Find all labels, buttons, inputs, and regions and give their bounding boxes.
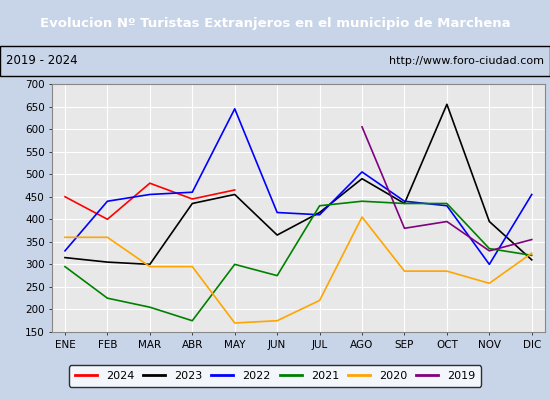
Text: http://www.foro-ciudad.com: http://www.foro-ciudad.com <box>389 56 544 66</box>
2021 <box>189 318 196 323</box>
2019 <box>359 124 365 129</box>
2020 <box>232 320 238 325</box>
2020 <box>401 269 408 274</box>
2021 <box>104 296 111 300</box>
2023 <box>104 260 111 264</box>
2022 <box>401 199 408 204</box>
2023 <box>62 255 68 260</box>
Line: 2021: 2021 <box>65 201 532 321</box>
2022 <box>359 170 365 174</box>
2024 <box>104 217 111 222</box>
2022 <box>316 212 323 217</box>
2020 <box>444 269 450 274</box>
2021 <box>529 253 535 258</box>
2022 <box>62 248 68 253</box>
2022 <box>104 199 111 204</box>
2022 <box>529 192 535 197</box>
Line: 2022: 2022 <box>65 109 532 264</box>
2019 <box>529 237 535 242</box>
2020 <box>189 264 196 269</box>
2022 <box>444 203 450 208</box>
2022 <box>486 262 493 267</box>
2023 <box>189 201 196 206</box>
2023 <box>146 262 153 267</box>
2023 <box>444 102 450 107</box>
2020 <box>146 264 153 269</box>
2020 <box>486 281 493 286</box>
2024 <box>146 181 153 186</box>
2024 <box>62 194 68 199</box>
2020 <box>104 235 111 240</box>
2021 <box>316 203 323 208</box>
Line: 2023: 2023 <box>65 104 532 264</box>
Legend: 2024, 2023, 2022, 2021, 2020, 2019: 2024, 2023, 2022, 2021, 2020, 2019 <box>69 366 481 386</box>
Line: 2020: 2020 <box>65 217 532 323</box>
2023 <box>274 233 280 238</box>
2024 <box>232 188 238 192</box>
2021 <box>62 264 68 269</box>
Line: 2019: 2019 <box>362 127 532 251</box>
2020 <box>62 235 68 240</box>
2019 <box>444 219 450 224</box>
2021 <box>486 246 493 251</box>
Text: 2019 - 2024: 2019 - 2024 <box>6 54 77 68</box>
2020 <box>529 251 535 256</box>
2019 <box>486 248 493 253</box>
2021 <box>444 201 450 206</box>
2023 <box>359 176 365 181</box>
2023 <box>486 219 493 224</box>
2021 <box>359 199 365 204</box>
2021 <box>401 201 408 206</box>
2024 <box>189 196 196 201</box>
2019 <box>401 226 408 231</box>
2020 <box>274 318 280 323</box>
2022 <box>274 210 280 215</box>
2022 <box>232 106 238 111</box>
2020 <box>359 215 365 220</box>
2022 <box>146 192 153 197</box>
Text: Evolucion Nº Turistas Extranjeros en el municipio de Marchena: Evolucion Nº Turistas Extranjeros en el … <box>40 16 510 30</box>
2021 <box>274 273 280 278</box>
Line: 2024: 2024 <box>65 183 235 219</box>
2020 <box>316 298 323 303</box>
2022 <box>189 190 196 195</box>
2023 <box>529 258 535 262</box>
2021 <box>146 305 153 310</box>
2023 <box>401 201 408 206</box>
2021 <box>232 262 238 267</box>
2023 <box>232 192 238 197</box>
2023 <box>316 210 323 215</box>
